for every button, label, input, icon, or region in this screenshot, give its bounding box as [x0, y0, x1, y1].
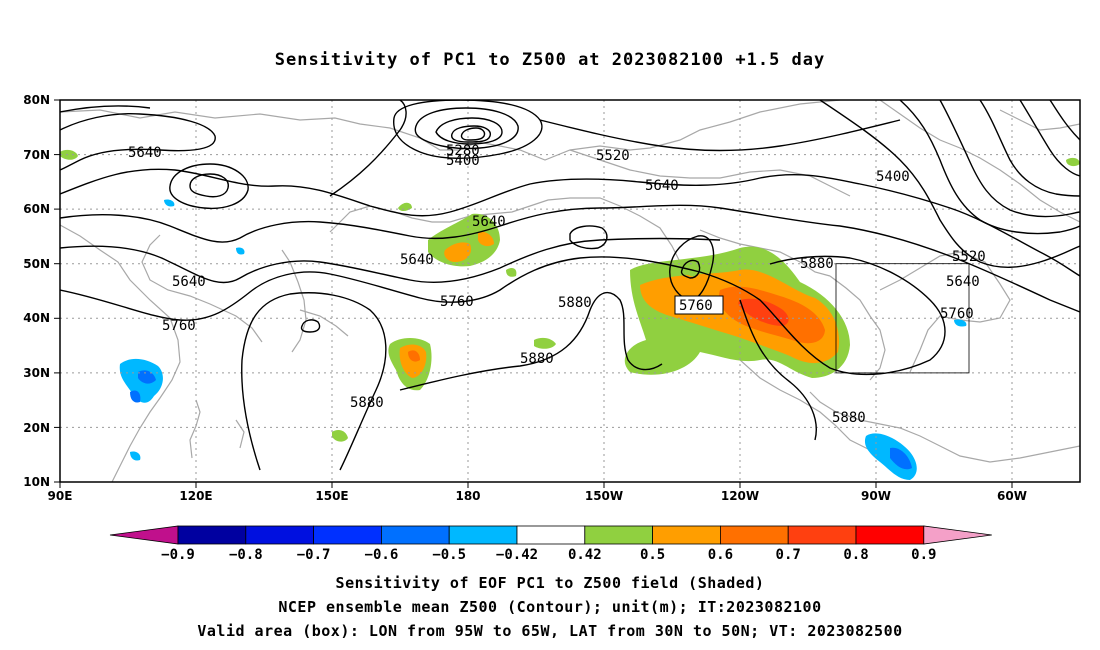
graticule — [60, 100, 1080, 482]
contour-label: 5760 — [162, 318, 196, 334]
contour-label: 5640 — [472, 214, 506, 230]
map-title: Sensitivity of PC1 to Z500 at 2023082100… — [274, 50, 826, 70]
colorbar-bin — [720, 525, 789, 545]
colorbar-label: −0.8 — [229, 547, 263, 563]
tick-marks — [54, 99, 1013, 488]
lat-tick-label: 30N — [23, 366, 50, 380]
colorbar-bin — [448, 525, 518, 545]
map-background — [60, 100, 1080, 482]
caption-line-3: Valid area (box): LON from 95W to 65W, L… — [197, 622, 903, 640]
contour-labels: 5640 5640 5640 5640 5640 5640 5760 5760 … — [128, 143, 986, 426]
lat-tick-label: 50N — [23, 257, 50, 271]
colorbar-label: −0.5 — [432, 547, 466, 563]
colorbar-label: −0.6 — [365, 547, 399, 563]
lat-tick-label: 20N — [23, 421, 50, 435]
colorbar-tip-high — [923, 525, 992, 545]
lon-tick-label: 120W — [721, 489, 759, 503]
contour-label: 5760 — [940, 306, 974, 322]
colorbar-label: −0.9 — [161, 547, 195, 563]
colorbar-label: 0.6 — [708, 547, 733, 563]
lat-tick-label: 70N — [23, 148, 50, 162]
colorbar-bin — [516, 525, 586, 545]
contour-label: 5640 — [645, 178, 679, 194]
lat-tick-label: 60N — [23, 202, 50, 216]
lat-tick-label: 10N — [23, 475, 50, 489]
contour-label: 5880 — [558, 295, 592, 311]
contour-label: 5760 — [440, 294, 474, 310]
z500-contours — [60, 100, 1080, 471]
caption-line-2: NCEP ensemble mean Z500 (Contour); unit(… — [278, 598, 822, 616]
colorbar-bin — [380, 525, 450, 545]
contour-label: 5880 — [800, 256, 834, 272]
colorbar-label: 0.7 — [776, 547, 801, 563]
caption-line-1: Sensitivity of EOF PC1 to Z500 field (Sh… — [335, 574, 765, 592]
colorbar-bin — [652, 525, 721, 545]
contour-label: 5520 — [952, 249, 986, 265]
lon-labels: 90E 120E 150E 180 150W 120W 90W 60W — [48, 489, 1027, 503]
lon-tick-label: 90E — [48, 489, 73, 503]
contour-label: 5520 — [596, 148, 630, 164]
lon-tick-label: 90W — [861, 489, 891, 503]
contour-label: 5280 — [446, 143, 480, 159]
contour-label: 5880 — [350, 395, 384, 411]
colorbar: −0.9 −0.8 −0.7 −0.6 −0.5 −0.42 0.42 0.5 0.6 0.7 0.… — [109, 525, 992, 563]
colorbar-label: 0.9 — [911, 547, 936, 563]
lat-tick-label: 40N — [23, 311, 50, 325]
colorbar-bin — [584, 525, 653, 545]
colorbar-label: 0.8 — [843, 547, 868, 563]
map-frame — [59, 99, 1081, 483]
lat-labels: 80N 70N 60N 50N 40N 30N 20N 10N — [23, 93, 50, 489]
contour-label: 5880 — [832, 410, 866, 426]
valid-area-box — [835, 263, 970, 374]
lon-tick-label: 150E — [315, 489, 348, 503]
lon-tick-label: 120E — [179, 489, 212, 503]
contour-label: 5640 — [946, 274, 980, 290]
contour-label: 5640 — [172, 274, 206, 290]
lon-tick-label: 150W — [585, 489, 623, 503]
colorbar-bin — [177, 525, 247, 545]
colorbar-bin — [787, 525, 857, 545]
colorbar-label: 0.42 — [568, 547, 602, 563]
colorbar-label: −0.42 — [496, 547, 538, 563]
contour-label: 5880 — [520, 351, 554, 367]
colorbar-label: −0.7 — [297, 547, 331, 563]
contour-label: 5400 — [446, 153, 480, 169]
contour-label: 5760 — [679, 298, 713, 314]
lat-tick-label: 80N — [23, 93, 50, 107]
contour-label: 5640 — [400, 252, 434, 268]
contour-label-box — [674, 295, 724, 315]
colorbar-bin — [313, 525, 382, 545]
lon-tick-label: 60W — [997, 489, 1027, 503]
contour-label: 5640 — [128, 145, 162, 161]
colorbar-tip-low — [109, 525, 179, 545]
lon-tick-label: 180 — [455, 489, 480, 503]
colorbar-label: 0.5 — [640, 547, 665, 563]
contour-label: 5400 — [876, 169, 910, 185]
sensitivity-shading — [60, 149, 1080, 480]
colorbar-bin — [245, 525, 315, 545]
colorbar-bin — [855, 525, 925, 545]
